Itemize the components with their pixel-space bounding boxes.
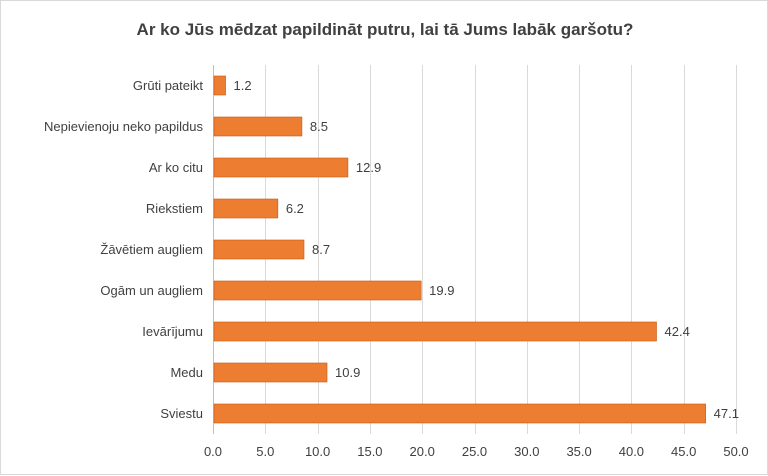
x-tick-label: 0.0: [204, 444, 222, 459]
chart-title: Ar ko Jūs mēdzat papildināt putru, lai t…: [137, 20, 634, 39]
x-tick-label: 50.0: [723, 444, 748, 459]
category-label: Ar ko citu: [149, 160, 203, 175]
bar: [213, 157, 349, 178]
data-label: 47.1: [714, 406, 739, 421]
x-tick-label: 25.0: [462, 444, 487, 459]
x-tick-label: 35.0: [566, 444, 591, 459]
bar: [213, 280, 422, 301]
data-label: 6.2: [286, 201, 304, 216]
bar: [213, 75, 226, 96]
x-tick-label: 20.0: [410, 444, 435, 459]
bar: [213, 403, 706, 424]
x-axis-ticks: 0.0 5.0 10.0 15.0 20.0 25.0 30.0 35.0 40.0 45.0 50…: [204, 444, 749, 459]
bar: [213, 321, 657, 342]
category-label: Riekstiem: [146, 201, 203, 216]
category-labels: Grūti pateikt Nepievienoju neko papildus A…: [44, 78, 204, 421]
x-tick-label: 10.0: [305, 444, 330, 459]
bar: [213, 362, 328, 383]
bar: [213, 116, 303, 137]
category-label: Nepievienoju neko papildus: [44, 119, 204, 134]
data-label: 19.9: [429, 283, 454, 298]
category-label: Grūti pateikt: [133, 78, 203, 93]
category-label: Žāvētiem augliem: [100, 242, 203, 257]
category-label: Sviestu: [160, 406, 203, 421]
x-tick-label: 30.0: [514, 444, 539, 459]
bar: [213, 198, 279, 219]
data-label: 1.2: [234, 78, 252, 93]
data-label: 12.9: [356, 160, 381, 175]
category-label: Ievārījumu: [142, 324, 203, 339]
x-tick-label: 45.0: [671, 444, 696, 459]
value-labels: 1.2 8.5 12.9 6.2 8.7 19.9 42.4 10.9 47.1: [234, 78, 739, 421]
bars: [213, 75, 706, 424]
bar: [213, 239, 305, 260]
data-label: 8.7: [312, 242, 330, 257]
x-tick-label: 40.0: [619, 444, 644, 459]
x-tick-label: 15.0: [357, 444, 382, 459]
data-label: 8.5: [310, 119, 328, 134]
data-label: 10.9: [335, 365, 360, 380]
x-tick-label: 5.0: [256, 444, 274, 459]
data-label: 42.4: [665, 324, 690, 339]
category-label: Ogām un augliem: [100, 283, 203, 298]
category-label: Medu: [170, 365, 203, 380]
